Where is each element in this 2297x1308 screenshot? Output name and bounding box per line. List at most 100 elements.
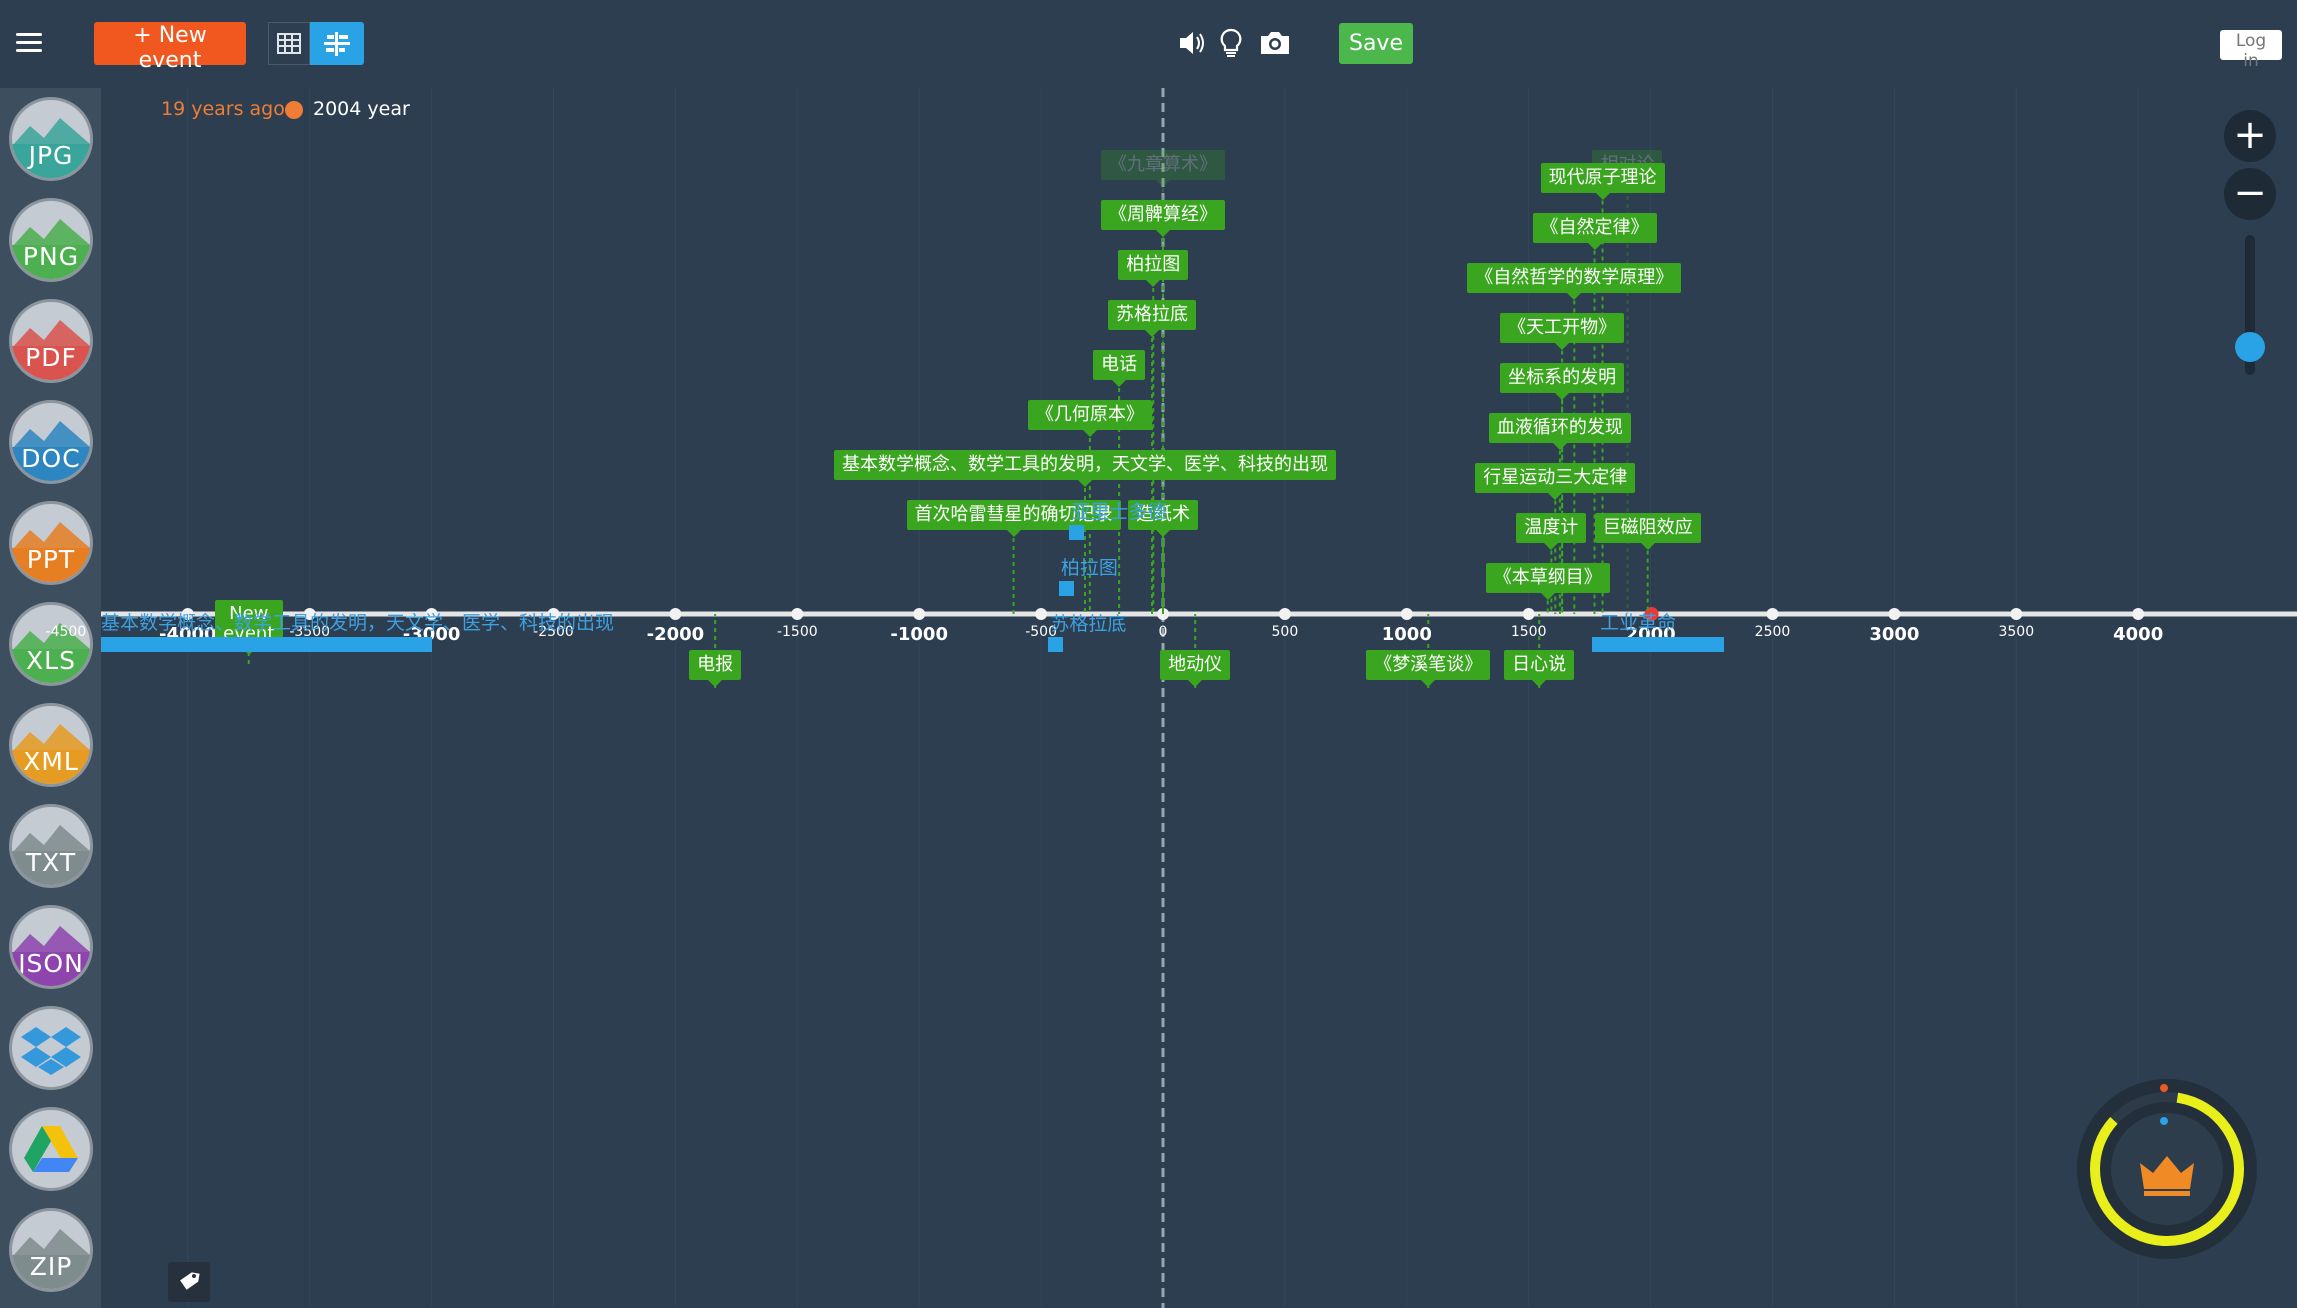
period-label[interactable]: 亚里士多德 [1071,501,1167,523]
tick-label: 1000 [1381,624,1432,645]
tick-label: -1500 [776,624,818,640]
tick-dot [181,608,194,620]
timeline-svg [101,88,2297,1308]
tick-label: 1500 [1510,624,1547,640]
event-label[interactable]: 行星运动三大定律 [1475,462,1636,500]
export-sidebar: JPG PNG PDF DOC PPT XLS XML TXT JSON ZIP [0,88,101,1308]
tick-label: 2500 [1754,624,1791,640]
export-format-label: JPG [28,141,74,170]
export-format-label: PDF [25,343,77,372]
export-zip-button[interactable]: ZIP [9,1208,93,1292]
period-marker[interactable] [1058,581,1074,596]
event-label[interactable]: 苏格拉底 [1108,300,1197,337]
timeline-view-icon[interactable] [310,22,364,65]
export-format-label: TXT [25,848,77,877]
tick-label: 0 [1158,624,1168,640]
export-png-button[interactable]: PNG [9,198,93,282]
period-bar[interactable] [101,637,432,652]
export-format-label: PPT [26,545,76,574]
event-label[interactable]: 造纸术 [1128,500,1198,537]
event-label[interactable]: 电报 [689,650,742,687]
export-format-label: XML [23,747,79,776]
tick-label: -2000 [646,624,705,645]
event-label[interactable]: 柏拉图 [1118,250,1189,287]
tick-dot [1035,608,1048,620]
period-marker[interactable] [1069,525,1085,540]
export-format-label: ZIP [29,1252,73,1281]
tick-label: 500 [1271,624,1299,640]
login-button[interactable]: Log in [2220,30,2282,71]
tick-label: -2500 [533,624,574,640]
event-label[interactable]: 巨磁阻效应 [1594,512,1701,550]
current-year-text: 2004 year [313,98,410,120]
export-ppt-button[interactable]: PPT [9,501,93,585]
zoom-in-button[interactable]: + [2224,110,2276,162]
tick-dot [1888,608,1901,620]
export-xls-button[interactable]: XLS [9,602,93,686]
export-format-label: JSON [18,949,84,978]
export-pdf-button[interactable]: PDF [9,299,93,383]
tick-label: 4000 [2113,624,2164,645]
event-label[interactable]: 日心说 [1504,650,1575,687]
tick-dot [1522,608,1535,620]
export-txt-button[interactable]: TXT [9,804,93,888]
speaker-icon[interactable] [1176,26,1210,60]
tick-label: -4500 [45,624,87,640]
event-label[interactable]: 地动仪 [1160,650,1231,687]
tick-label: -1000 [890,624,948,645]
event-label[interactable]: 首次哈雷彗星的确切记录 [906,500,1121,537]
event-label[interactable]: 《梦溪笔谈》 [1366,650,1491,687]
event-label[interactable]: 基本数学概念、数学工具的发明，天文学、医学、科技的出现 [833,450,1336,487]
tick-label: 3000 [1869,624,1920,645]
new-event-button[interactable]: + New event [94,22,246,73]
tick-dot [1278,608,1291,620]
event-label[interactable]: 现代原子理论 [1540,162,1665,200]
tick-dot [669,608,682,620]
event-label[interactable]: 《本草纲目》 [1485,562,1610,600]
event-label[interactable]: 《几何原本》 [1027,400,1152,437]
premium-crown-icon[interactable] [2074,1076,2260,1262]
tick-label: -500 [1025,624,1057,640]
export-dropbox-button[interactable] [9,1006,93,1090]
export-json-button[interactable]: JSON [9,905,93,989]
tick-dot [425,608,438,620]
event-label[interactable]: 《自然哲学的数学原理》 [1467,262,1682,300]
export-google-drive-button[interactable] [9,1107,93,1191]
event-label[interactable]: 坐标系的发明 [1500,362,1625,400]
event-label[interactable]: 电话 [1093,350,1146,387]
export-format-label: XLS [26,646,76,675]
timeline-canvas[interactable]: -4500 -4000 -3500 -3000 -2500 -2000 -1500 -1000… [46,88,2297,1308]
tick-dot [303,608,316,620]
tick-dot [913,608,926,620]
period-label[interactable]: 苏格拉底 [1050,613,1127,635]
period-label[interactable]: 柏拉图 [1060,557,1118,579]
zoom-out-button[interactable]: − [2224,168,2276,220]
export-xml-button[interactable]: XML [9,703,93,787]
zoom-slider-handle[interactable] [2235,332,2265,362]
camera-icon[interactable] [1258,26,1292,60]
top-toolbar: + New event [0,0,2297,88]
event-label[interactable]: 《九章算术》 [1101,150,1225,187]
tag-icon[interactable] [168,1262,210,1302]
menu-icon[interactable] [14,30,44,56]
event-label[interactable]: 血液循环的发现 [1488,412,1631,450]
export-doc-button[interactable]: DOC [9,400,93,484]
export-jpg-button[interactable]: JPG [9,97,93,181]
tick-dot [547,608,560,620]
event-label[interactable]: 《周髀算经》 [1101,200,1225,237]
period-label[interactable]: 工业革命 [1600,612,1677,634]
lightbulb-icon[interactable] [1214,26,1248,60]
tick-label: 3500 [1998,624,2035,640]
period-bar[interactable] [1592,637,1724,652]
event-label[interactable]: 温度计 [1516,512,1587,550]
current-year-dot-icon [285,101,303,119]
period-marker[interactable] [1048,637,1064,652]
event-label[interactable]: 《天工开物》 [1500,312,1625,350]
zoom-slider-track[interactable] [2245,235,2255,375]
table-view-icon[interactable] [268,22,310,65]
period-label[interactable]: 基本数学概念、数学工具的发明，天文学、医学、科技的出现 [101,612,615,634]
save-button[interactable]: Save [1339,23,1413,64]
event-label[interactable]: 《自然定律》 [1532,212,1657,250]
tick-dot [1400,608,1413,620]
